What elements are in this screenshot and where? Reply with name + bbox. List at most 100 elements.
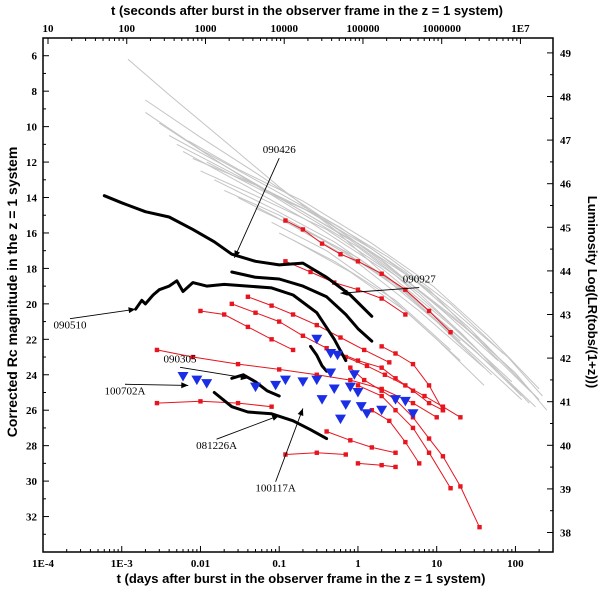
red-point-red-05-1 (221, 312, 227, 317)
red-point-red-04-0 (229, 301, 235, 307)
red-point-red-16-2 (382, 372, 388, 377)
y-left-tick-label-30: 30 (26, 476, 38, 488)
red-point-red-09-5 (426, 400, 432, 406)
y-axis-title-right: Luminosity Log(LR(tobs/(1+z))) (585, 196, 600, 388)
red-point-red-07-0 (154, 400, 160, 406)
annotation-arrowhead-090426 (234, 250, 241, 258)
red-point-red-05-4 (290, 347, 296, 353)
gray-series-gray-11 (237, 197, 485, 369)
blue-triangle-12 (340, 400, 352, 410)
burst-line-090305 (230, 373, 281, 398)
y-right-tick-label-49: 49 (560, 48, 572, 60)
red-point-red-11-2 (393, 408, 398, 413)
red-point-red-07-1 (198, 399, 203, 404)
y-left-tick-label-24: 24 (26, 370, 38, 382)
red-point-red-14-1 (379, 462, 384, 468)
y-left-tick-label-32: 32 (26, 512, 38, 524)
gray-series-gray-17 (206, 161, 504, 354)
red-point-red-02-5 (403, 312, 408, 317)
annotation-label-100117A: 100117A (255, 483, 296, 495)
gray-comparison-layer (127, 58, 548, 411)
x-axis-title-top: t (seconds after burst in the observer f… (111, 3, 503, 18)
red-point-red-03-1 (269, 303, 274, 308)
blue-triangle-17 (361, 409, 373, 419)
blue-triangle-6 (297, 377, 309, 387)
red-point-red-05-3 (269, 337, 274, 342)
y-axis-title-left: Corrected Rc magnitude in the z = 1 syst… (4, 147, 20, 438)
red-point-red-10-5 (426, 436, 432, 441)
red-point-red-16-6 (458, 415, 463, 420)
x-top-tick-label-10000: 10000 (270, 23, 298, 35)
red-point-red-12-2 (403, 439, 408, 445)
y-right-tick-label-41: 41 (560, 397, 571, 409)
red-point-red-16-5 (440, 404, 446, 409)
burst-line-090426 (102, 194, 374, 318)
blue-triangle-8 (316, 395, 328, 405)
red-point-red-10-0 (348, 365, 353, 370)
plot-frame (42, 37, 554, 553)
red-point-red-02-4 (379, 296, 384, 301)
annotation-label-090305: 090305 (164, 353, 198, 365)
red-point-red-01-8 (448, 330, 453, 335)
blue-triangle-15 (352, 387, 364, 398)
x-top-tick-label-1000: 1000 (194, 23, 217, 35)
red-point-red-09-3 (393, 376, 398, 381)
annotations-layer: 090426 090927 090510 090305 100702A 081226A 10… (53, 144, 436, 495)
y-right-tick-label-45: 45 (560, 222, 572, 234)
red-point-red-11-1 (379, 393, 384, 399)
blue-triangle-9 (325, 368, 337, 378)
x-bottom-tick-label-1: 1 (355, 558, 361, 570)
red-point-red-01-7 (426, 308, 432, 314)
x-bottom-tick-label-100: 100 (507, 558, 524, 570)
red-point-red-10-7 (458, 484, 463, 489)
y-left-tick-label-10: 10 (26, 122, 38, 134)
y-left-tick-label-18: 18 (26, 263, 38, 275)
red-series-red-11 (357, 384, 452, 489)
red-series-red-13 (326, 431, 396, 454)
red-point-red-14-2 (393, 464, 398, 470)
red-series-red-12 (371, 409, 420, 464)
x-bottom-tick-label-0.1: 0.1 (272, 558, 286, 570)
blue-triangle-13 (344, 382, 356, 393)
red-series-red-06 (156, 349, 437, 418)
annotation-arrowhead-100702A (181, 382, 189, 389)
blue-triangle-0 (177, 372, 189, 382)
red-point-red-08-2 (343, 452, 348, 457)
red-point-red-02-1 (308, 269, 313, 275)
annotation-label-090510: 090510 (53, 320, 87, 332)
blue-triangle-18 (376, 405, 388, 416)
red-point-red-11-4 (426, 450, 432, 455)
blue-triangle-24 (311, 334, 323, 345)
red-series-red-14 (357, 462, 396, 468)
blue-triangle-14 (348, 370, 360, 380)
red-point-red-16-3 (403, 383, 408, 388)
annotation-arrow-090927 (340, 287, 420, 294)
red-point-red-06-7 (410, 400, 416, 406)
annotation-arrowhead-090927 (340, 289, 348, 296)
gray-series-gray-07 (168, 135, 530, 404)
red-point-red-01-4 (355, 259, 361, 264)
red-point-red-04-1 (253, 310, 258, 315)
axes-layer: 1E-4 1E-3 0.01 0.1 1 10 100 10 100 1000 10000 10000… (26, 23, 572, 570)
red-point-red-09-1 (355, 358, 361, 363)
y-left-tick-label-6: 6 (32, 51, 38, 63)
red-point-red-16-1 (364, 363, 370, 369)
red-point-red-05-2 (245, 324, 251, 330)
y-left-tick-label-20: 20 (26, 299, 38, 311)
annotation-arrow-100117A (275, 408, 304, 482)
red-point-red-06-8 (434, 415, 439, 420)
x-top-tick-label-100000: 100000 (346, 23, 380, 35)
x-axis-title-bottom: t (days after burst in the observer fram… (117, 571, 486, 586)
red-point-red-12-3 (417, 461, 422, 466)
red-point-red-09-4 (410, 388, 416, 393)
annotation-arrow-090305 (179, 366, 248, 379)
red-point-red-01-1 (300, 227, 306, 232)
annotation-arrowhead-090305 (240, 374, 248, 381)
red-point-red-13-1 (348, 438, 353, 443)
red-point-red-03-6 (387, 360, 392, 365)
gray-series-gray-06 (200, 170, 516, 390)
gray-series-gray-05 (192, 158, 499, 361)
red-point-red-03-3 (314, 322, 319, 328)
annotation-label-090927: 090927 (403, 274, 437, 286)
red-point-red-03-4 (338, 335, 343, 340)
